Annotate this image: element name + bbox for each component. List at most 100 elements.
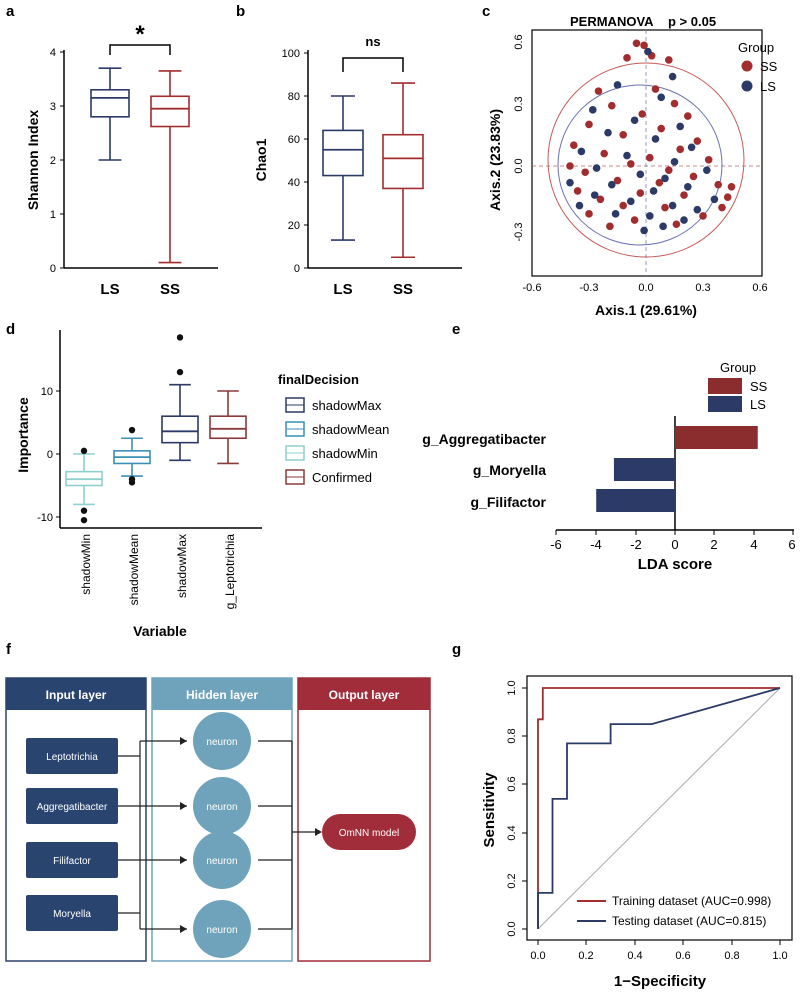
panel-e-legend-ls-marker [708,396,742,412]
panel-c-plot-frame [531,29,763,277]
panel-c-point-ss-20 [627,160,635,168]
panel-c-title: PERMANOVA [570,14,654,29]
hidden-neuron-label-1: neuron [206,737,237,748]
panel-c-point-ss-25 [655,178,664,187]
panel-g-roc-curve-0 [537,687,780,929]
panel-d-box-0-outlier-1 [80,507,88,514]
input-layer-title: Input layer [46,688,107,702]
panel-g-ylabel: Sensitivity [481,772,498,848]
hidden-neuron-4 [193,900,251,958]
panel-g-xtick-5: 1.0 [772,950,787,962]
panel-b-ytick-0: 0 [294,263,300,275]
panel-g-legend-test: Testing dataset (AUC=0.815) [612,914,766,928]
panel-b-ytick-4: 80 [288,91,300,103]
panel-e-bar-2 [596,489,675,512]
panel-g-xlabel: 1−Specificity [614,973,707,990]
panel-c-ls-ellipse [557,84,723,246]
panel-g: g 0.0 0.2 0.4 0.6 0.8 1.0 0.0 0.2 0.4 0.… [452,641,793,990]
panel-e-legend-ls: LS [750,397,766,412]
panel-e-xtick-3: 0 [671,537,678,552]
panel-g-plot-frame [526,675,793,941]
panel-c-point-ss-31 [723,193,732,201]
panel-c-point-ss-12 [657,124,665,133]
panel-a-xtick-ls: LS [100,281,119,298]
panel-a-ytick-0: 0 [50,263,56,275]
panel-c-point-ls-26 [693,205,702,214]
panel-g-xtick-2: 0.4 [627,950,642,962]
panel-d-box-1-outlier-2 [128,479,136,486]
panel-c-point-ss-29 [680,191,688,199]
panel-c-xtick-1: -0.3 [580,282,599,294]
panel-c-point-ss-24 [613,176,622,185]
panel-c-point-ls-5 [630,116,639,125]
output-model-node [322,814,416,850]
panel-e-category-2: g_Filifactor [471,494,547,510]
panel-c-point-ls-25 [575,201,584,210]
panel-c-point-ls-19 [566,178,574,187]
panel-d-legend-1: shadowMean [312,422,389,437]
panel-c-point-ss-39 [718,203,726,212]
panel-g-xtick-1: 0.2 [578,950,593,962]
panel-c-point-ls-20 [649,187,658,195]
panel-c-point-ss-30 [596,195,605,204]
panel-g-xticks: 0.0 0.2 0.4 0.6 0.8 1.0 [530,940,788,962]
panel-e-bar-0 [675,426,758,449]
panel-c: c PERMANOVA p > 0.05 -0.6 -0.3 0.0 0.3 0… [482,3,778,318]
panel-d-box-1-outlier-0 [128,426,136,434]
panel-e-legend-ss-marker [708,378,742,394]
panel-a-xtick-ss: SS [160,281,180,298]
panel-c-point-ss-33 [661,203,669,212]
panel-a-yticks: 0 1 2 3 4 [50,47,64,275]
panel-c-point-ls-8 [651,135,660,143]
panel-c-point-ls-15 [636,170,645,179]
panel-c-point-ls-16 [661,174,669,183]
panel-d-box-0-outlier-2 [80,516,88,524]
panel-c-xtick-2: 0.0 [638,282,653,294]
panel-a-boxes [90,67,190,264]
panel-a-ytick-3: 3 [50,101,56,113]
panel-a-label: a [6,3,15,20]
panel-c-point-ss-8 [670,99,679,108]
panel-d-label: d [6,321,15,338]
panel-c-point-ls-18 [684,183,692,191]
panel-e-xticks: -6 -4 -2 0 2 4 6 [550,530,796,552]
panel-a-ytick-2: 2 [50,155,56,167]
panel-f: f Input layer Hidden layer Output layer [5,641,431,962]
panel-g-legend-train: Training dataset (AUC=0.998) [612,894,771,908]
panel-d-legend-2: shadowMin [312,446,378,461]
panel-e-category-0: g_Aggregatibacter [422,431,546,447]
panel-d-legend-0: shadowMax [312,398,382,413]
panel-c-point-ss-36 [630,216,639,224]
panel-a-signif-bracket [109,44,171,55]
panel-b-ss-box [382,133,424,190]
panel-g-xtick-3: 0.6 [675,950,690,962]
panel-c-legend-ls-marker [741,80,753,92]
panel-c-point-ss-27 [573,187,582,195]
panel-g-ytick-3: 0.6 [506,776,518,791]
panel-c-ytick-2: 0.3 [513,96,525,111]
panel-e-xtick-1: -4 [590,537,602,552]
panel-c-point-ss-10 [684,112,692,120]
panel-d-ylabel: Importance [15,397,31,473]
panel-g-curves [537,687,781,929]
panel-c-point-ss-40 [566,162,574,170]
panel-c-pvalue: p > 0.05 [668,14,716,29]
network-connections [118,740,316,930]
panel-g-ytick-1: 0.2 [506,873,518,888]
panel-c-point-ss-7 [608,101,616,110]
panel-a-ytick-1: 1 [50,209,56,221]
panel-d-xtick-3: g_Leptotrichia [223,534,237,610]
panel-d-ytick-0: -10 [37,512,53,524]
panel-c-point-ss-28 [636,189,645,197]
hidden-neuron-label-2: neuron [206,802,237,813]
panel-c-point-ls-9 [687,143,696,152]
panel-d-legend-3: Confirmed [312,470,372,485]
panel-g-ytick-2: 0.4 [506,825,518,840]
panel-c-label: c [482,3,490,20]
panel-b-ylabel: Chao1 [253,138,269,181]
panel-c-xtick-3: 0.3 [695,282,710,294]
input-node-aggregatibacter [26,788,118,824]
panel-c-ytick-0: -0.3 [513,223,525,242]
panel-c-point-ss-38 [606,222,614,231]
